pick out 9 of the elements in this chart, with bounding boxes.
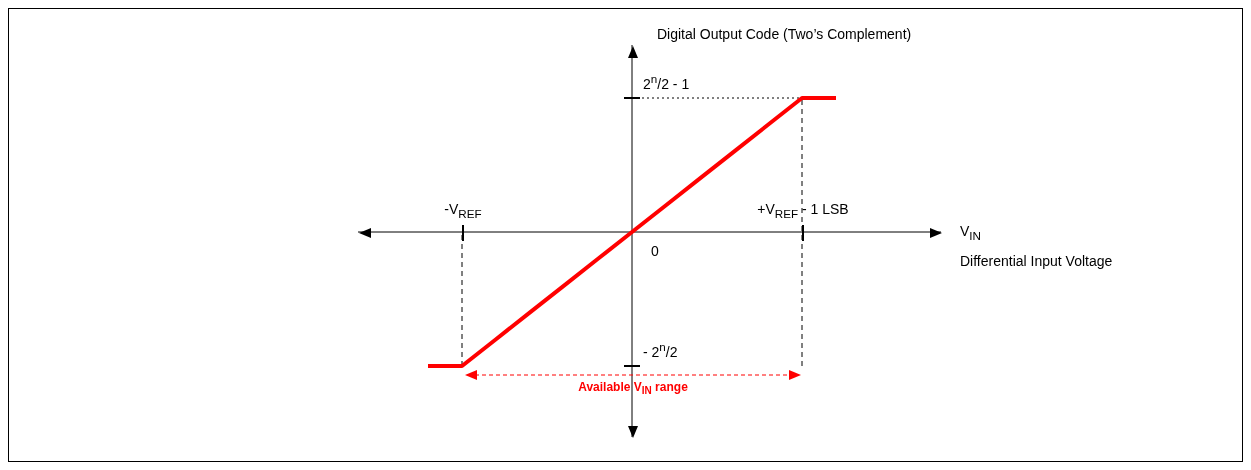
y-axis-title: Digital Output Code (Two’s Complement) [657, 26, 912, 42]
text: V$_{IN}$ [960, 223, 981, 244]
text: Available V$_{IN}$ range [578, 379, 688, 399]
annotation: - 2$^{n}$/2 [643, 339, 678, 360]
x-tick-label: -V$_{REF}$ [444, 201, 482, 222]
x-tick-label: +V$_{REF}$ - 1 LSB [757, 201, 849, 222]
text: Differential Input Voltage [960, 253, 1113, 269]
annotation: 0 [651, 243, 659, 259]
text: 2$^{n}$/2 - 1 [643, 71, 690, 92]
